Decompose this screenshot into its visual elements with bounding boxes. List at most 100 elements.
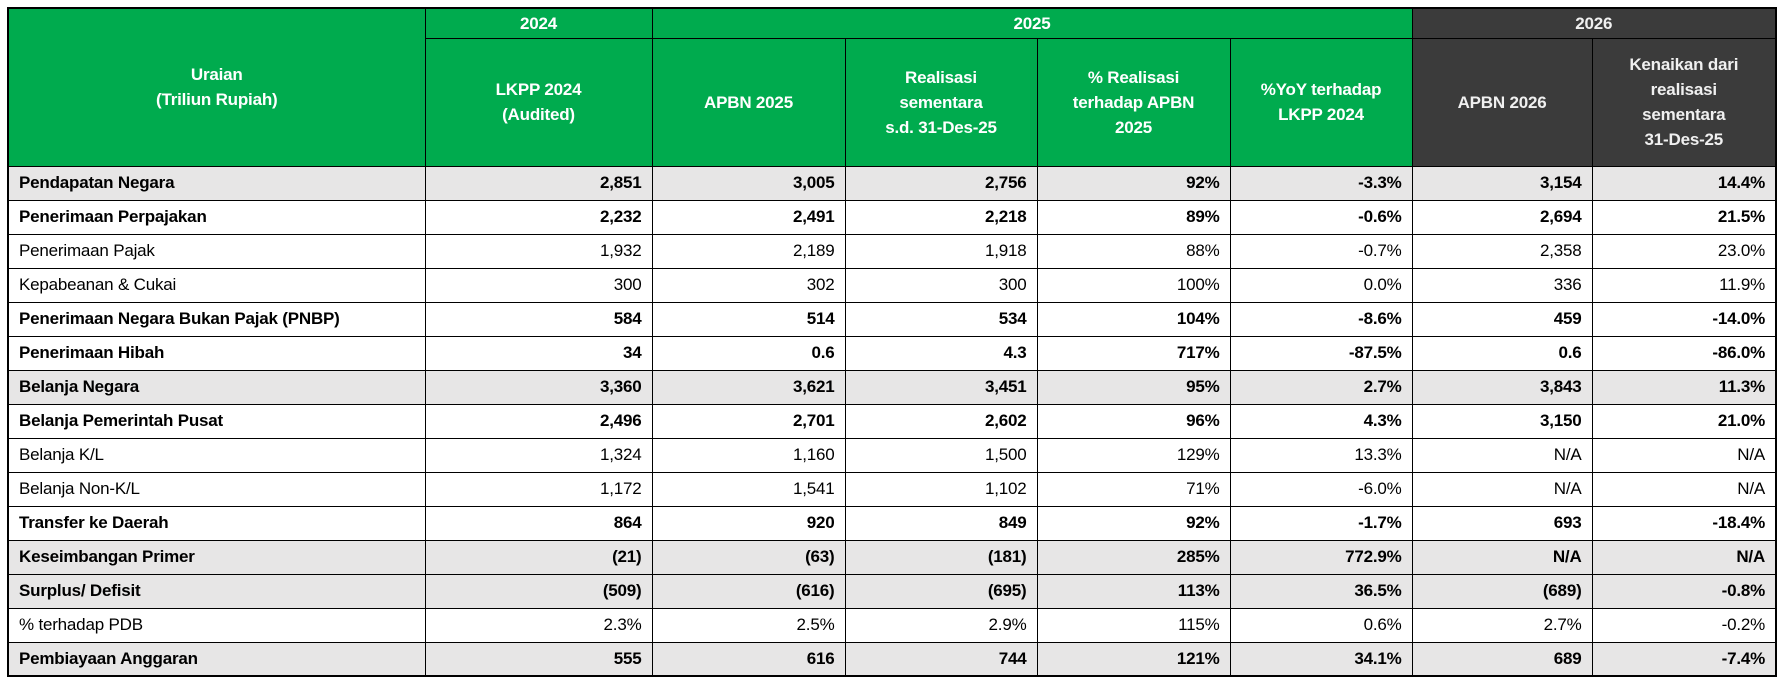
cell: 121% [1036, 641, 1231, 677]
cell: 2.3% [424, 607, 653, 643]
cell: 1,324 [424, 437, 653, 473]
cell: 2,602 [844, 403, 1038, 439]
cell: 2.5% [651, 607, 846, 643]
cell: -7.4% [1591, 641, 1777, 677]
cell: 95% [1036, 369, 1231, 405]
cell: N/A [1411, 471, 1593, 507]
table-row-pendapatan-negara: Pendapatan Negara 2,851 3,005 2,756 92% … [7, 165, 1777, 201]
column-header-row: LKPP 2024 (Audited) APBN 2025 Realisasi … [8, 37, 1777, 167]
table-row-kepabeanan-cukai: Kepabeanan & Cukai 300 302 300 100% 0.0%… [7, 267, 1777, 303]
cell: 514 [651, 301, 846, 337]
cell: -0.7% [1229, 233, 1413, 269]
cell: 555 [424, 641, 653, 677]
cell: 4.3 [844, 335, 1038, 371]
cell: -18.4% [1591, 505, 1777, 541]
cell: 113% [1036, 573, 1231, 609]
cell: 1,500 [844, 437, 1038, 473]
cell: 336 [1411, 267, 1593, 303]
table-row-penerimaan-perpajakan: Penerimaan Perpajakan 2,232 2,491 2,218 … [7, 199, 1777, 235]
table-row-penerimaan-pajak: Penerimaan Pajak 1,932 2,189 1,918 88% -… [7, 233, 1777, 269]
table-row-belanja-non-kl: Belanja Non-K/L 1,172 1,541 1,102 71% -6… [7, 471, 1777, 507]
column-header-realisasi: Realisasi sementara s.d. 31-Des-25 [844, 37, 1038, 167]
cell: (616) [651, 573, 846, 609]
row-label: Penerimaan Perpajakan [7, 199, 426, 235]
cell: 772.9% [1229, 539, 1413, 575]
header-group-2024: 2024 [424, 7, 653, 39]
cell: 849 [844, 505, 1038, 541]
cell: 100% [1036, 267, 1231, 303]
cell: 300 [424, 267, 653, 303]
column-header-yoy: %YoY terhadap LKPP 2024 [1229, 37, 1413, 167]
table-row-pnbp: Penerimaan Negara Bukan Pajak (PNBP) 584… [7, 301, 1777, 337]
cell: (21) [424, 539, 653, 575]
cell: 2,218 [844, 199, 1038, 235]
row-label: Penerimaan Negara Bukan Pajak (PNBP) [7, 301, 426, 337]
row-label: Belanja Pemerintah Pusat [7, 403, 426, 439]
cell: (689) [1411, 573, 1593, 609]
cell: 2.7% [1229, 369, 1413, 405]
cell: -14.0% [1591, 301, 1777, 337]
cell: 2,232 [424, 199, 653, 235]
column-header-kenaikan: Kenaikan dari realisasi sementara 31-Des… [1591, 37, 1777, 167]
cell: 21.5% [1591, 199, 1777, 235]
cell: 21.0% [1591, 403, 1777, 439]
cell: 3,360 [424, 369, 653, 405]
table-row-keseimbangan-primer: Keseimbangan Primer (21) (63) (181) 285%… [7, 539, 1777, 575]
table-row-surplus-defisit: Surplus/ Defisit (509) (616) (695) 113% … [7, 573, 1777, 609]
cell: 3,451 [844, 369, 1038, 405]
cell: 0.6 [651, 335, 846, 371]
row-label: Surplus/ Defisit [7, 573, 426, 609]
table-row-pct-terhadap-pdb: % terhadap PDB 2.3% 2.5% 2.9% 115% 0.6% … [7, 607, 1777, 643]
column-header-pct-realisasi: % Realisasi terhadap APBN 2025 [1036, 37, 1231, 167]
cell: -0.8% [1591, 573, 1777, 609]
column-header-apbn-2026: APBN 2026 [1411, 37, 1593, 167]
row-label: Belanja Non-K/L [7, 471, 426, 507]
table-row-belanja-kl: Belanja K/L 1,324 1,160 1,500 129% 13.3%… [7, 437, 1777, 473]
cell: 3,150 [1411, 403, 1593, 439]
cell: 920 [651, 505, 846, 541]
table-row-belanja-pemerintah-pusat: Belanja Pemerintah Pusat 2,496 2,701 2,6… [7, 403, 1777, 439]
row-label: Pendapatan Negara [7, 165, 426, 201]
cell: 129% [1036, 437, 1231, 473]
cell: -8.6% [1229, 301, 1413, 337]
column-header-uraian: Uraian (Triliun Rupiah) [7, 7, 426, 167]
cell: 3,621 [651, 369, 846, 405]
cell: 1,102 [844, 471, 1038, 507]
cell: -6.0% [1229, 471, 1413, 507]
cell: 300 [844, 267, 1038, 303]
cell: 1,160 [651, 437, 846, 473]
cell: 717% [1036, 335, 1231, 371]
cell: 302 [651, 267, 846, 303]
cell: 3,005 [651, 165, 846, 201]
budget-table-container: Uraian (Triliun Rupiah) 2024 2025 2026 L… [7, 7, 1778, 677]
cell: 689 [1411, 641, 1593, 677]
row-label: Penerimaan Hibah [7, 335, 426, 371]
cell: 1,918 [844, 233, 1038, 269]
cell: (181) [844, 539, 1038, 575]
table-row-penerimaan-hibah: Penerimaan Hibah 34 0.6 4.3 717% -87.5% … [7, 335, 1777, 371]
cell: 34 [424, 335, 653, 371]
cell: N/A [1591, 437, 1777, 473]
cell: 2,701 [651, 403, 846, 439]
header-group-row: Uraian (Triliun Rupiah) 2024 2025 2026 [7, 7, 1777, 167]
column-header-apbn-2025: APBN 2025 [651, 37, 846, 167]
row-label: % terhadap PDB [7, 607, 426, 643]
cell: N/A [1591, 539, 1777, 575]
cell: 2,496 [424, 403, 653, 439]
row-label: Penerimaan Pajak [7, 233, 426, 269]
row-label: Pembiayaan Anggaran [7, 641, 426, 677]
cell: N/A [1411, 539, 1593, 575]
cell: 11.9% [1591, 267, 1777, 303]
budget-table: Uraian (Triliun Rupiah) 2024 2025 2026 L… [7, 7, 1778, 677]
cell: 534 [844, 301, 1038, 337]
cell: 4.3% [1229, 403, 1413, 439]
cell: 0.0% [1229, 267, 1413, 303]
cell: 693 [1411, 505, 1593, 541]
cell: 616 [651, 641, 846, 677]
table-row-pembiayaan-anggaran: Pembiayaan Anggaran 555 616 744 121% 34.… [7, 641, 1777, 677]
cell: 1,541 [651, 471, 846, 507]
cell: (63) [651, 539, 846, 575]
header-group-2026: 2026 [1411, 7, 1777, 39]
row-label: Transfer ke Daerah [7, 505, 426, 541]
cell: 92% [1036, 505, 1231, 541]
